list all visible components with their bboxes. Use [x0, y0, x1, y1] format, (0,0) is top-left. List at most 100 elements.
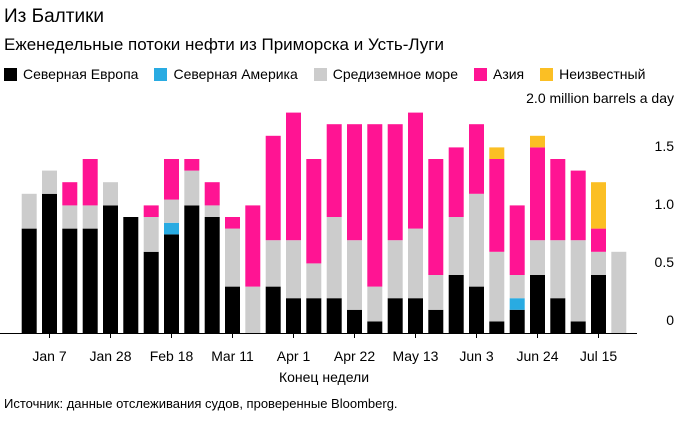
legend-swatch [313, 67, 327, 81]
bar-segment [530, 147, 545, 241]
bar-segment [62, 205, 78, 229]
bar-segment [62, 228, 78, 333]
legend-swatch [473, 67, 487, 81]
x-tick-label: Jun 3 [459, 348, 493, 364]
y-axis-unit-label: 2.0 million barrels a day [526, 90, 674, 106]
legend-item-north-america: Северная Америка [154, 66, 298, 82]
bar-segment [184, 170, 200, 206]
y-tick-label: 1.0 [655, 196, 675, 212]
bar-segment [123, 217, 139, 333]
bar-segment [82, 205, 98, 229]
bar-segment [489, 251, 505, 322]
legend-label: Неизвестный [559, 66, 646, 82]
bar-segment [570, 240, 586, 322]
bar-segment [326, 124, 342, 217]
bar-segment [265, 286, 281, 333]
bar-segment [225, 217, 240, 229]
bar-segment [428, 159, 444, 275]
bar-segment [591, 228, 606, 252]
bar-segment [184, 159, 200, 171]
bar-segment [306, 298, 322, 333]
chart-title: Из Балтики [4, 6, 105, 27]
bar-segment [42, 170, 57, 194]
legend-item-north-europe: Северная Европа [4, 66, 138, 82]
bar-segment [245, 205, 261, 287]
bar-segment [326, 298, 342, 333]
bar-segment [164, 234, 179, 333]
bar-segment [204, 217, 220, 333]
x-tick-label: Apr 22 [334, 348, 375, 364]
bar-segment [184, 205, 200, 333]
bar-segment [367, 286, 383, 322]
bar-segment [530, 135, 545, 148]
bar-segment [591, 182, 606, 229]
bar-segment [204, 182, 220, 206]
bar-segment [225, 228, 240, 287]
bar-segment [530, 275, 545, 333]
x-tick-label: Jan 7 [32, 348, 66, 364]
x-axis-title: Конец недели [279, 369, 369, 385]
bar-segment [326, 217, 342, 299]
bar-segment [387, 298, 403, 333]
x-tick-label: Jul 15 [580, 348, 618, 364]
bar-segment [103, 205, 118, 333]
y-tick-label: 0 [666, 312, 674, 328]
legend-label: Северная Европа [23, 66, 139, 82]
bar-segment [62, 182, 78, 206]
legend-label: Средиземное море [332, 66, 458, 82]
bar-segment [611, 251, 627, 333]
bar-segment [469, 193, 484, 287]
bar-segment [367, 124, 383, 287]
legend-item-unknown: Неизвестный [540, 66, 645, 82]
legend-swatch [540, 67, 554, 81]
bar-segment [591, 275, 606, 333]
bar-segment [143, 205, 159, 217]
bar-segment [286, 240, 301, 299]
bar-segment [143, 251, 159, 333]
x-tick-label: Jan 28 [89, 348, 131, 364]
bar-segment [265, 240, 281, 287]
legend-label: Азия [492, 66, 525, 82]
x-tick-label: May 13 [393, 348, 439, 364]
bar-segment [164, 222, 179, 235]
bar-segment [42, 193, 57, 333]
bar-segment [225, 286, 240, 333]
bar-segment [143, 217, 159, 252]
x-tick-label: Mar 11 [211, 348, 254, 364]
x-tick-label: Feb 18 [150, 348, 194, 364]
chart-subtitle: Еженедельные потоки нефти из Приморска и… [4, 35, 444, 54]
bar-segment [164, 159, 179, 200]
y-tick-label: 0.5 [655, 254, 675, 270]
bar-segment [21, 193, 37, 229]
bar-segment [306, 159, 322, 264]
bar-segment [347, 240, 362, 310]
bar-segment [448, 275, 464, 333]
bar-segment [428, 275, 444, 310]
legend-swatch [154, 67, 168, 81]
bar-segment [428, 309, 444, 333]
bar-segment [550, 240, 566, 299]
bar-segment [570, 170, 586, 241]
legend-item-mediterranean: Средиземное море [313, 66, 458, 82]
bar-segment [164, 199, 179, 223]
bar-segment [387, 124, 403, 241]
chart-legend: Северная Европа Северная Америка Средизе… [4, 65, 661, 83]
bar-segment [489, 159, 505, 252]
bar-segment [347, 309, 362, 333]
bar-segment [286, 298, 301, 333]
bar-segment [489, 321, 505, 333]
source-note: Источник: данные отслеживания судов, про… [4, 396, 398, 411]
bar-segment [570, 321, 586, 333]
bar-segment [509, 205, 525, 275]
bar-segment [469, 286, 484, 333]
bar-segment [306, 263, 322, 299]
bar-segment [591, 251, 606, 275]
bar-segment [82, 228, 98, 333]
bar-segment [347, 124, 362, 241]
bar-segment [509, 298, 525, 310]
bar-segment [103, 182, 118, 206]
legend-swatch [4, 67, 17, 81]
bar-segment [265, 135, 281, 241]
x-tick-label: Apr 1 [277, 348, 311, 364]
